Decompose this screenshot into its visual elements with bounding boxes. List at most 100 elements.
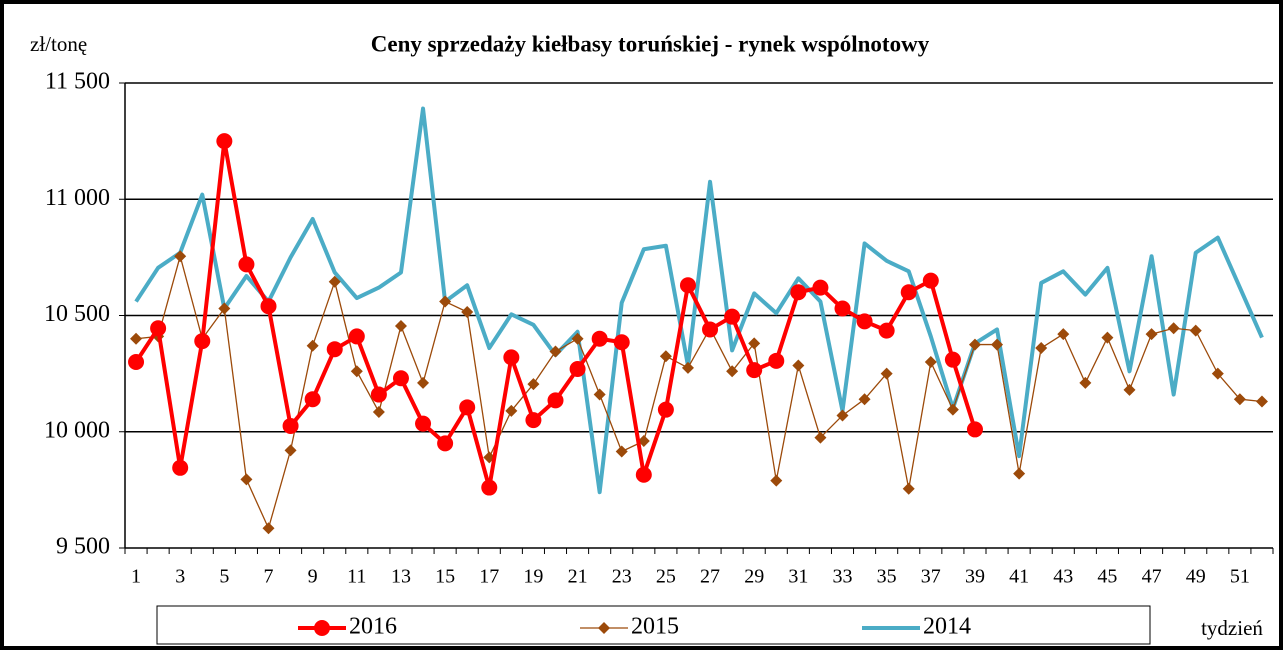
legend-box — [156, 605, 1151, 645]
point — [637, 435, 650, 448]
point — [1123, 383, 1136, 396]
x-tick-label: 29 — [744, 566, 764, 588]
point — [547, 392, 564, 409]
point — [681, 361, 694, 374]
point — [503, 349, 520, 366]
point — [282, 417, 299, 434]
point — [746, 362, 763, 379]
point — [284, 444, 297, 457]
point — [902, 482, 915, 495]
legend-label: 2014 — [923, 614, 971, 640]
x-tick-label: 3 — [175, 566, 185, 588]
point — [392, 370, 409, 387]
point — [726, 365, 739, 378]
x-tick-label: 11 — [347, 566, 366, 588]
x-tick-label: 15 — [435, 566, 455, 588]
point — [527, 378, 540, 391]
y-tick-label: 10 500 — [44, 301, 110, 327]
point — [702, 321, 719, 338]
point — [834, 300, 851, 317]
point — [194, 333, 211, 350]
x-tick-label: 49 — [1186, 566, 1206, 588]
point — [350, 365, 363, 378]
x-tick-label: 23 — [612, 566, 632, 588]
point — [238, 256, 255, 273]
x-tick-label: 25 — [656, 566, 676, 588]
x-tick-label: 9 — [308, 566, 318, 588]
point — [549, 345, 562, 358]
point — [1057, 328, 1070, 341]
point — [1189, 324, 1202, 337]
chart-title: Ceny sprzedaży kiełbasy toruńskiej - ryn… — [371, 31, 930, 56]
point — [966, 421, 983, 438]
point — [216, 133, 233, 150]
x-tick-label: 43 — [1053, 566, 1073, 588]
y-tick-label: 11 000 — [45, 185, 110, 211]
x-tick-label: 41 — [1009, 566, 1029, 588]
x-tick-label: 19 — [523, 566, 543, 588]
point — [417, 376, 430, 389]
point — [439, 295, 452, 308]
point — [348, 328, 365, 345]
point — [328, 275, 341, 288]
point — [326, 341, 343, 358]
x-tick-label: 27 — [700, 566, 720, 588]
point — [792, 359, 805, 372]
point — [370, 386, 387, 403]
point — [260, 298, 277, 315]
point — [569, 360, 586, 377]
point — [991, 338, 1004, 351]
point — [878, 322, 895, 339]
legend-label: 2016 — [349, 614, 397, 640]
point — [922, 272, 939, 289]
point — [635, 466, 652, 483]
x-tick-label: 35 — [877, 566, 897, 588]
y-tick-label: 11 500 — [45, 69, 110, 95]
point — [790, 284, 807, 301]
point — [1101, 331, 1114, 344]
point — [924, 356, 937, 368]
series-line — [135, 255, 1263, 529]
x-tick-label: 1 — [131, 566, 141, 588]
point — [613, 334, 630, 351]
point — [900, 284, 917, 301]
point — [1079, 376, 1092, 389]
point — [525, 412, 542, 429]
legend-marker — [314, 620, 330, 636]
x-tick-label: 39 — [965, 566, 985, 588]
x-tick-label: 45 — [1097, 566, 1117, 588]
x-tick-label: 21 — [568, 566, 588, 588]
point — [240, 473, 253, 486]
series-line — [134, 106, 1264, 495]
point — [481, 479, 498, 496]
point — [304, 391, 321, 408]
point — [748, 337, 761, 350]
point — [968, 338, 981, 351]
point — [1211, 367, 1224, 380]
point — [659, 350, 672, 363]
y-axis-label: zł/tonę — [30, 32, 87, 56]
point — [724, 308, 741, 325]
point — [946, 403, 959, 416]
legend-marker — [598, 622, 610, 634]
x-axis-label: tydzień — [1201, 616, 1263, 640]
point — [461, 306, 474, 319]
point — [1233, 393, 1246, 406]
point — [571, 332, 584, 345]
point — [812, 279, 829, 296]
point — [174, 250, 187, 263]
point — [836, 409, 849, 422]
point — [172, 459, 189, 476]
point — [944, 351, 961, 368]
point — [1167, 322, 1180, 335]
point — [1035, 342, 1048, 355]
y-tick-label: 9 500 — [56, 534, 110, 560]
point — [505, 404, 518, 417]
point — [218, 302, 231, 315]
x-tick-label: 33 — [833, 566, 853, 588]
point — [262, 522, 275, 535]
point — [150, 320, 167, 337]
point — [128, 354, 145, 370]
